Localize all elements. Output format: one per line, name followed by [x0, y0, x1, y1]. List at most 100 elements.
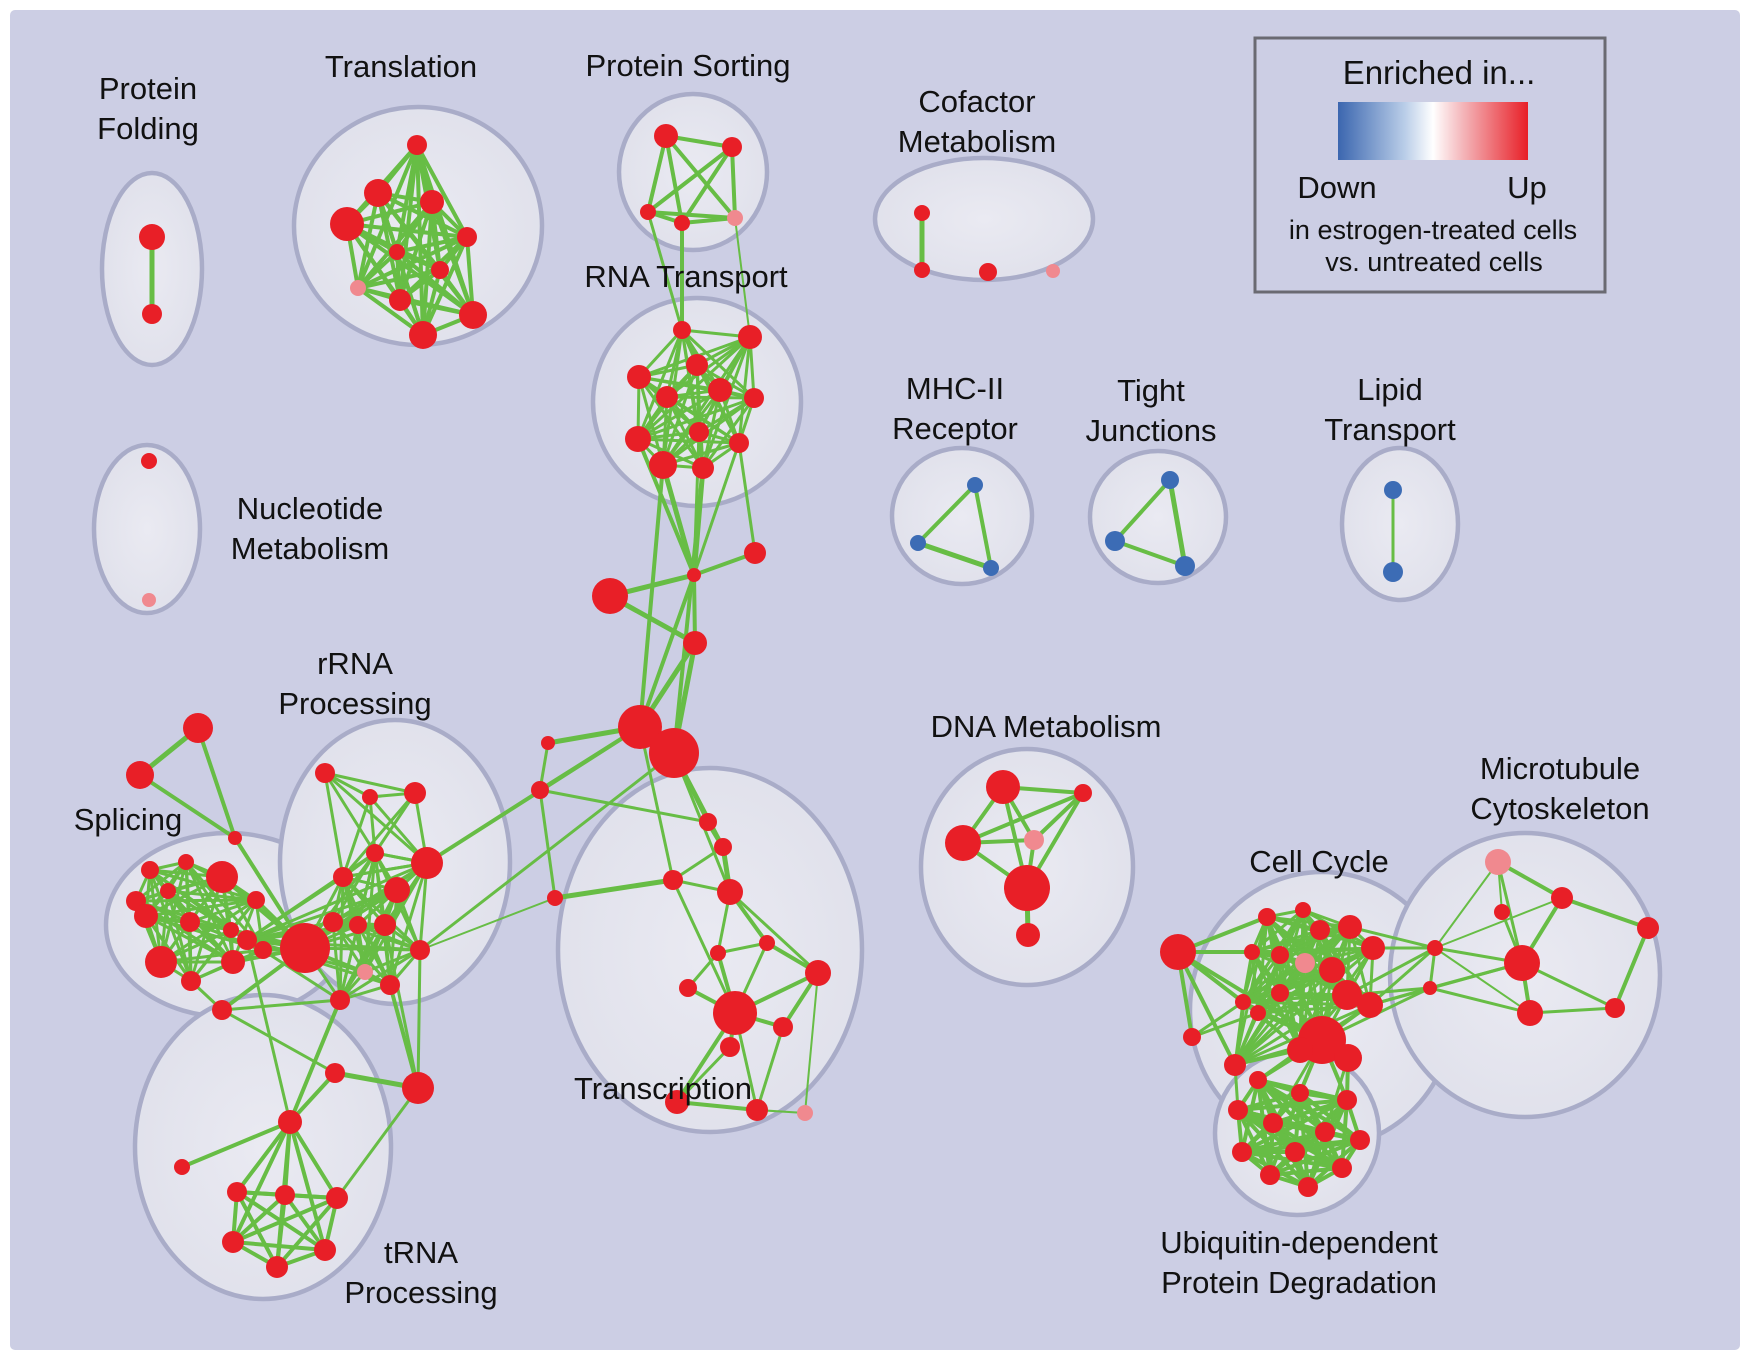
- network-node-t6[interactable]: [457, 227, 477, 247]
- network-node-s6[interactable]: [247, 891, 265, 909]
- network-node-t3[interactable]: [420, 190, 444, 214]
- network-node-cc8[interactable]: [1361, 936, 1385, 960]
- network-node-ub10[interactable]: [1260, 1165, 1280, 1185]
- network-node-rr11[interactable]: [237, 930, 257, 950]
- network-node-t2[interactable]: [364, 179, 392, 207]
- network-node-rtl[interactable]: [692, 457, 714, 479]
- network-node-ccp[interactable]: [1295, 953, 1315, 973]
- network-node-tn2[interactable]: [275, 1185, 295, 1205]
- network-node-cc1[interactable]: [1258, 908, 1276, 926]
- network-node-cc15[interactable]: [1183, 1028, 1201, 1046]
- network-node-t1[interactable]: [407, 135, 427, 155]
- network-node-ps1[interactable]: [654, 124, 678, 148]
- network-node-s7[interactable]: [134, 904, 158, 928]
- network-node-s4[interactable]: [160, 883, 176, 899]
- network-node-t4[interactable]: [330, 207, 364, 241]
- network-node-dn6[interactable]: [1016, 923, 1040, 947]
- network-node-cc10[interactable]: [1250, 1005, 1266, 1021]
- network-node-t0[interactable]: [212, 1000, 232, 1020]
- network-node-rta[interactable]: [673, 321, 691, 339]
- network-node-rtb[interactable]: [738, 325, 762, 349]
- network-node-rr3[interactable]: [404, 782, 426, 804]
- network-node-mj2[interactable]: [1423, 981, 1437, 995]
- network-node-dn1[interactable]: [986, 770, 1020, 804]
- network-node-mc4[interactable]: [1517, 1000, 1543, 1026]
- network-node-tx_s2[interactable]: [531, 781, 549, 799]
- network-node-tr9[interactable]: [713, 991, 757, 1035]
- network-node-rti[interactable]: [625, 426, 651, 452]
- network-node-t5[interactable]: [389, 244, 405, 260]
- network-node-dn2[interactable]: [1074, 784, 1092, 802]
- network-node-mc3[interactable]: [1504, 945, 1540, 981]
- network-node-dn3[interactable]: [945, 825, 981, 861]
- network-node-tr10[interactable]: [773, 1017, 793, 1037]
- network-node-tr12[interactable]: [665, 1090, 689, 1114]
- network-node-tr7[interactable]: [679, 979, 697, 997]
- network-node-lp2[interactable]: [1383, 562, 1403, 582]
- network-node-tn6[interactable]: [314, 1239, 336, 1261]
- network-node-tr13[interactable]: [746, 1099, 768, 1121]
- network-node-rr6[interactable]: [384, 877, 410, 903]
- network-node-s1[interactable]: [141, 861, 159, 879]
- network-node-rr12[interactable]: [357, 964, 373, 980]
- network-node-tr1[interactable]: [699, 813, 717, 831]
- network-node-rr7[interactable]: [411, 847, 443, 879]
- network-node-tj1[interactable]: [1161, 471, 1179, 489]
- network-node-ub11[interactable]: [1332, 1158, 1352, 1178]
- network-node-rtk[interactable]: [649, 451, 677, 479]
- network-node-cc12[interactable]: [1332, 980, 1362, 1010]
- network-node-cc2[interactable]: [1295, 902, 1311, 918]
- network-node-cf2[interactable]: [914, 262, 930, 278]
- network-node-t11[interactable]: [409, 321, 437, 349]
- network-node-cc3[interactable]: [1310, 920, 1330, 940]
- network-node-t9[interactable]: [389, 289, 411, 311]
- network-node-t7[interactable]: [431, 261, 449, 279]
- network-node-RH[interactable]: [280, 923, 330, 973]
- network-node-pf2[interactable]: [142, 304, 162, 324]
- network-node-t8[interactable]: [350, 280, 366, 296]
- network-node-ub4[interactable]: [1228, 1100, 1248, 1120]
- network-node-rtf[interactable]: [708, 378, 732, 402]
- network-node-tj3[interactable]: [1175, 556, 1195, 576]
- network-node-rtj[interactable]: [729, 433, 749, 453]
- network-node-lp1[interactable]: [1384, 481, 1402, 499]
- network-node-mh3[interactable]: [983, 560, 999, 576]
- network-node-sp_a[interactable]: [183, 713, 213, 743]
- network-node-s12[interactable]: [221, 950, 245, 974]
- network-node-cc16[interactable]: [1224, 1054, 1246, 1076]
- network-node-tn3[interactable]: [326, 1187, 348, 1209]
- network-node-ub1[interactable]: [1249, 1071, 1267, 1089]
- network-node-cc11[interactable]: [1271, 984, 1289, 1002]
- network-node-cc5[interactable]: [1244, 944, 1260, 960]
- network-node-t10[interactable]: [459, 301, 487, 329]
- network-node-rr4[interactable]: [366, 844, 384, 862]
- network-node-rr15[interactable]: [410, 940, 430, 960]
- network-node-cc4[interactable]: [1338, 915, 1362, 939]
- network-node-rr10[interactable]: [374, 914, 396, 936]
- network-node-sp_c[interactable]: [228, 831, 242, 845]
- network-node-txl[interactable]: [547, 890, 563, 906]
- network-node-rr8[interactable]: [323, 912, 343, 932]
- network-node-s3[interactable]: [206, 861, 238, 893]
- network-node-mc2[interactable]: [1494, 904, 1510, 920]
- network-node-tn5[interactable]: [266, 1256, 288, 1278]
- network-node-cn1[interactable]: [687, 568, 701, 582]
- network-node-cf4[interactable]: [1046, 264, 1060, 278]
- network-node-ub12[interactable]: [1298, 1177, 1318, 1197]
- network-node-rtd[interactable]: [627, 365, 651, 389]
- network-node-mcp[interactable]: [1485, 849, 1511, 875]
- network-node-s8[interactable]: [180, 912, 200, 932]
- network-node-rth[interactable]: [689, 422, 709, 442]
- network-node-mj1[interactable]: [1427, 940, 1443, 956]
- network-node-rr14[interactable]: [380, 975, 400, 995]
- network-node-mh1[interactable]: [967, 477, 983, 493]
- network-node-tn_hub[interactable]: [278, 1110, 302, 1134]
- network-node-sp_b[interactable]: [126, 761, 154, 789]
- network-node-ps5[interactable]: [727, 210, 743, 226]
- network-node-ub8[interactable]: [1232, 1142, 1252, 1162]
- network-node-ps3[interactable]: [640, 204, 656, 220]
- network-node-rr5[interactable]: [333, 867, 353, 887]
- network-node-cch2[interactable]: [1334, 1044, 1362, 1072]
- network-node-s2[interactable]: [178, 854, 194, 870]
- network-node-cc14[interactable]: [1287, 1037, 1313, 1063]
